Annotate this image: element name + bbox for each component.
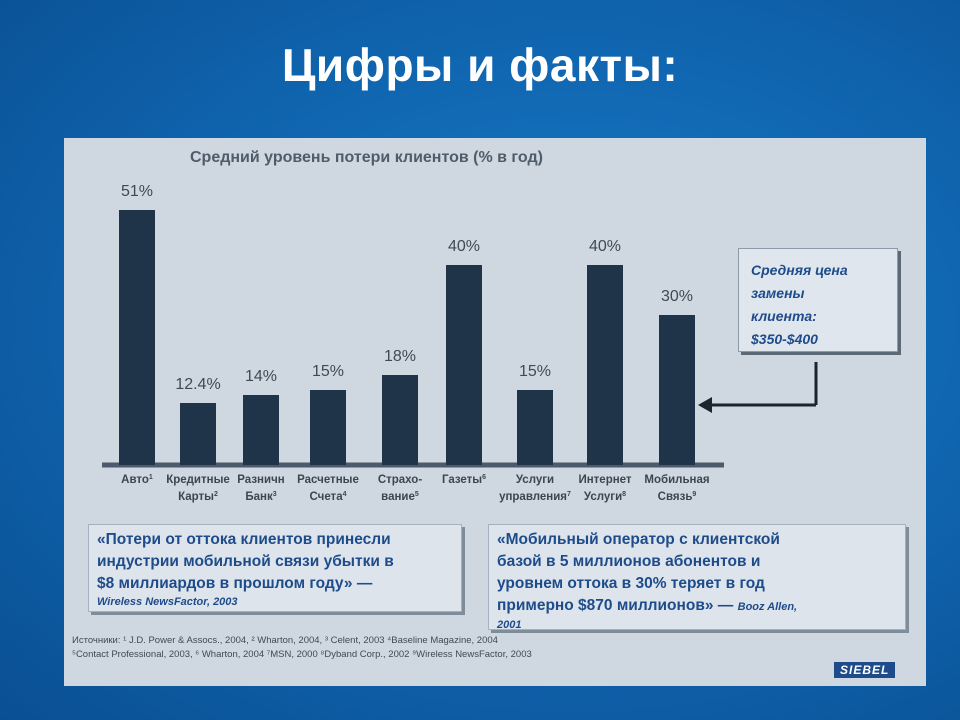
callout-arrowhead bbox=[698, 397, 712, 413]
bar bbox=[517, 390, 553, 465]
siebel-logo: SIEBEL bbox=[834, 662, 896, 678]
chart-panel: Средний уровень потери клиентов (% в год… bbox=[64, 138, 926, 686]
chart-title: Средний уровень потери клиентов (% в год… bbox=[190, 149, 543, 166]
bar bbox=[446, 265, 482, 465]
quote-mobile-operator-losses: «Мобильный оператор с клиентской базой в… bbox=[488, 524, 906, 631]
bar-value-label: 18% bbox=[384, 348, 416, 365]
bar bbox=[587, 265, 623, 465]
bar bbox=[119, 210, 155, 465]
bar bbox=[243, 395, 279, 465]
category-label: Разничн bbox=[237, 474, 284, 486]
bar-value-label: 30% bbox=[661, 288, 693, 305]
category-label: Карты2 bbox=[178, 491, 218, 503]
category-label: Расчетные bbox=[297, 474, 359, 486]
quote-source-year: 2001 bbox=[497, 619, 522, 631]
category-label: управления7 bbox=[499, 491, 571, 503]
bar-value-label: 51% bbox=[121, 183, 153, 200]
quote-text: примерно $870 миллионов» — bbox=[497, 597, 734, 614]
category-label: Газеты6 bbox=[442, 474, 486, 486]
category-label: Интернет bbox=[578, 474, 631, 486]
bar-value-label: 40% bbox=[589, 238, 621, 255]
category-label: Кредитные bbox=[166, 474, 230, 486]
bar-value-label: 15% bbox=[519, 363, 551, 380]
category-label: Страхо- bbox=[378, 474, 422, 486]
replacement-cost-callout: Средняя цена замены клиента: $350-$400 bbox=[738, 248, 898, 352]
category-label: Мобильная bbox=[644, 474, 709, 486]
bar-value-label: 40% bbox=[448, 238, 480, 255]
callout-line: замены bbox=[751, 285, 805, 301]
category-label: Банк3 bbox=[245, 491, 276, 503]
callout-line: клиента: bbox=[751, 308, 817, 324]
quote-mobile-industry-losses: «Потери от оттока клиентов принесли инду… bbox=[88, 524, 462, 612]
bar bbox=[180, 403, 216, 465]
category-label: вание5 bbox=[381, 491, 419, 503]
quote-line: $8 миллиардов в прошлом году» — bbox=[97, 575, 373, 592]
callout-line: $350-$400 bbox=[751, 331, 818, 347]
quote-line: примерно $870 миллионов» — Booz Allen, bbox=[497, 595, 897, 618]
slide-title: Цифры и факты: bbox=[281, 39, 679, 91]
category-label: Счета4 bbox=[309, 491, 346, 503]
bar bbox=[659, 315, 695, 465]
category-label: Услуги8 bbox=[584, 491, 626, 503]
bar-chart: 51% Авто1 12.4% Кредитные Карты2 14% Разничн Ба… bbox=[102, 183, 818, 503]
bar bbox=[382, 375, 418, 465]
bar-value-label: 14% bbox=[245, 368, 277, 385]
sources-line: Источники: ¹ J.D. Power & Assocs., 2004,… bbox=[72, 635, 498, 646]
quote-line: базой в 5 миллионов абонентов и bbox=[497, 553, 761, 570]
quote-line: уровнем оттока в 30% теряет в год bbox=[497, 575, 765, 592]
quote-line: «Потери от оттока клиентов принесли bbox=[97, 531, 391, 548]
bar bbox=[310, 390, 346, 465]
category-label: Связь9 bbox=[658, 491, 697, 503]
bar-value-label: 15% bbox=[312, 363, 344, 380]
sources-footnote: Источники: ¹ J.D. Power & Assocs., 2004,… bbox=[72, 634, 772, 662]
sources-line: ⁵Contact Professional, 2003, ⁶ Wharton, … bbox=[72, 649, 532, 660]
callout-line: Средняя цена bbox=[751, 262, 848, 278]
category-label: Авто1 bbox=[121, 474, 153, 486]
bar-value-label: 12.4% bbox=[175, 376, 220, 393]
quote-line: индустрии мобильной связи убытки в bbox=[97, 553, 394, 570]
quote-source: Wireless NewsFactor, 2003 bbox=[97, 596, 238, 608]
quote-line: «Мобильный оператор с клиентской bbox=[497, 531, 780, 548]
category-label: Услуги bbox=[516, 474, 554, 486]
quote-source: Booz Allen, bbox=[737, 601, 798, 613]
